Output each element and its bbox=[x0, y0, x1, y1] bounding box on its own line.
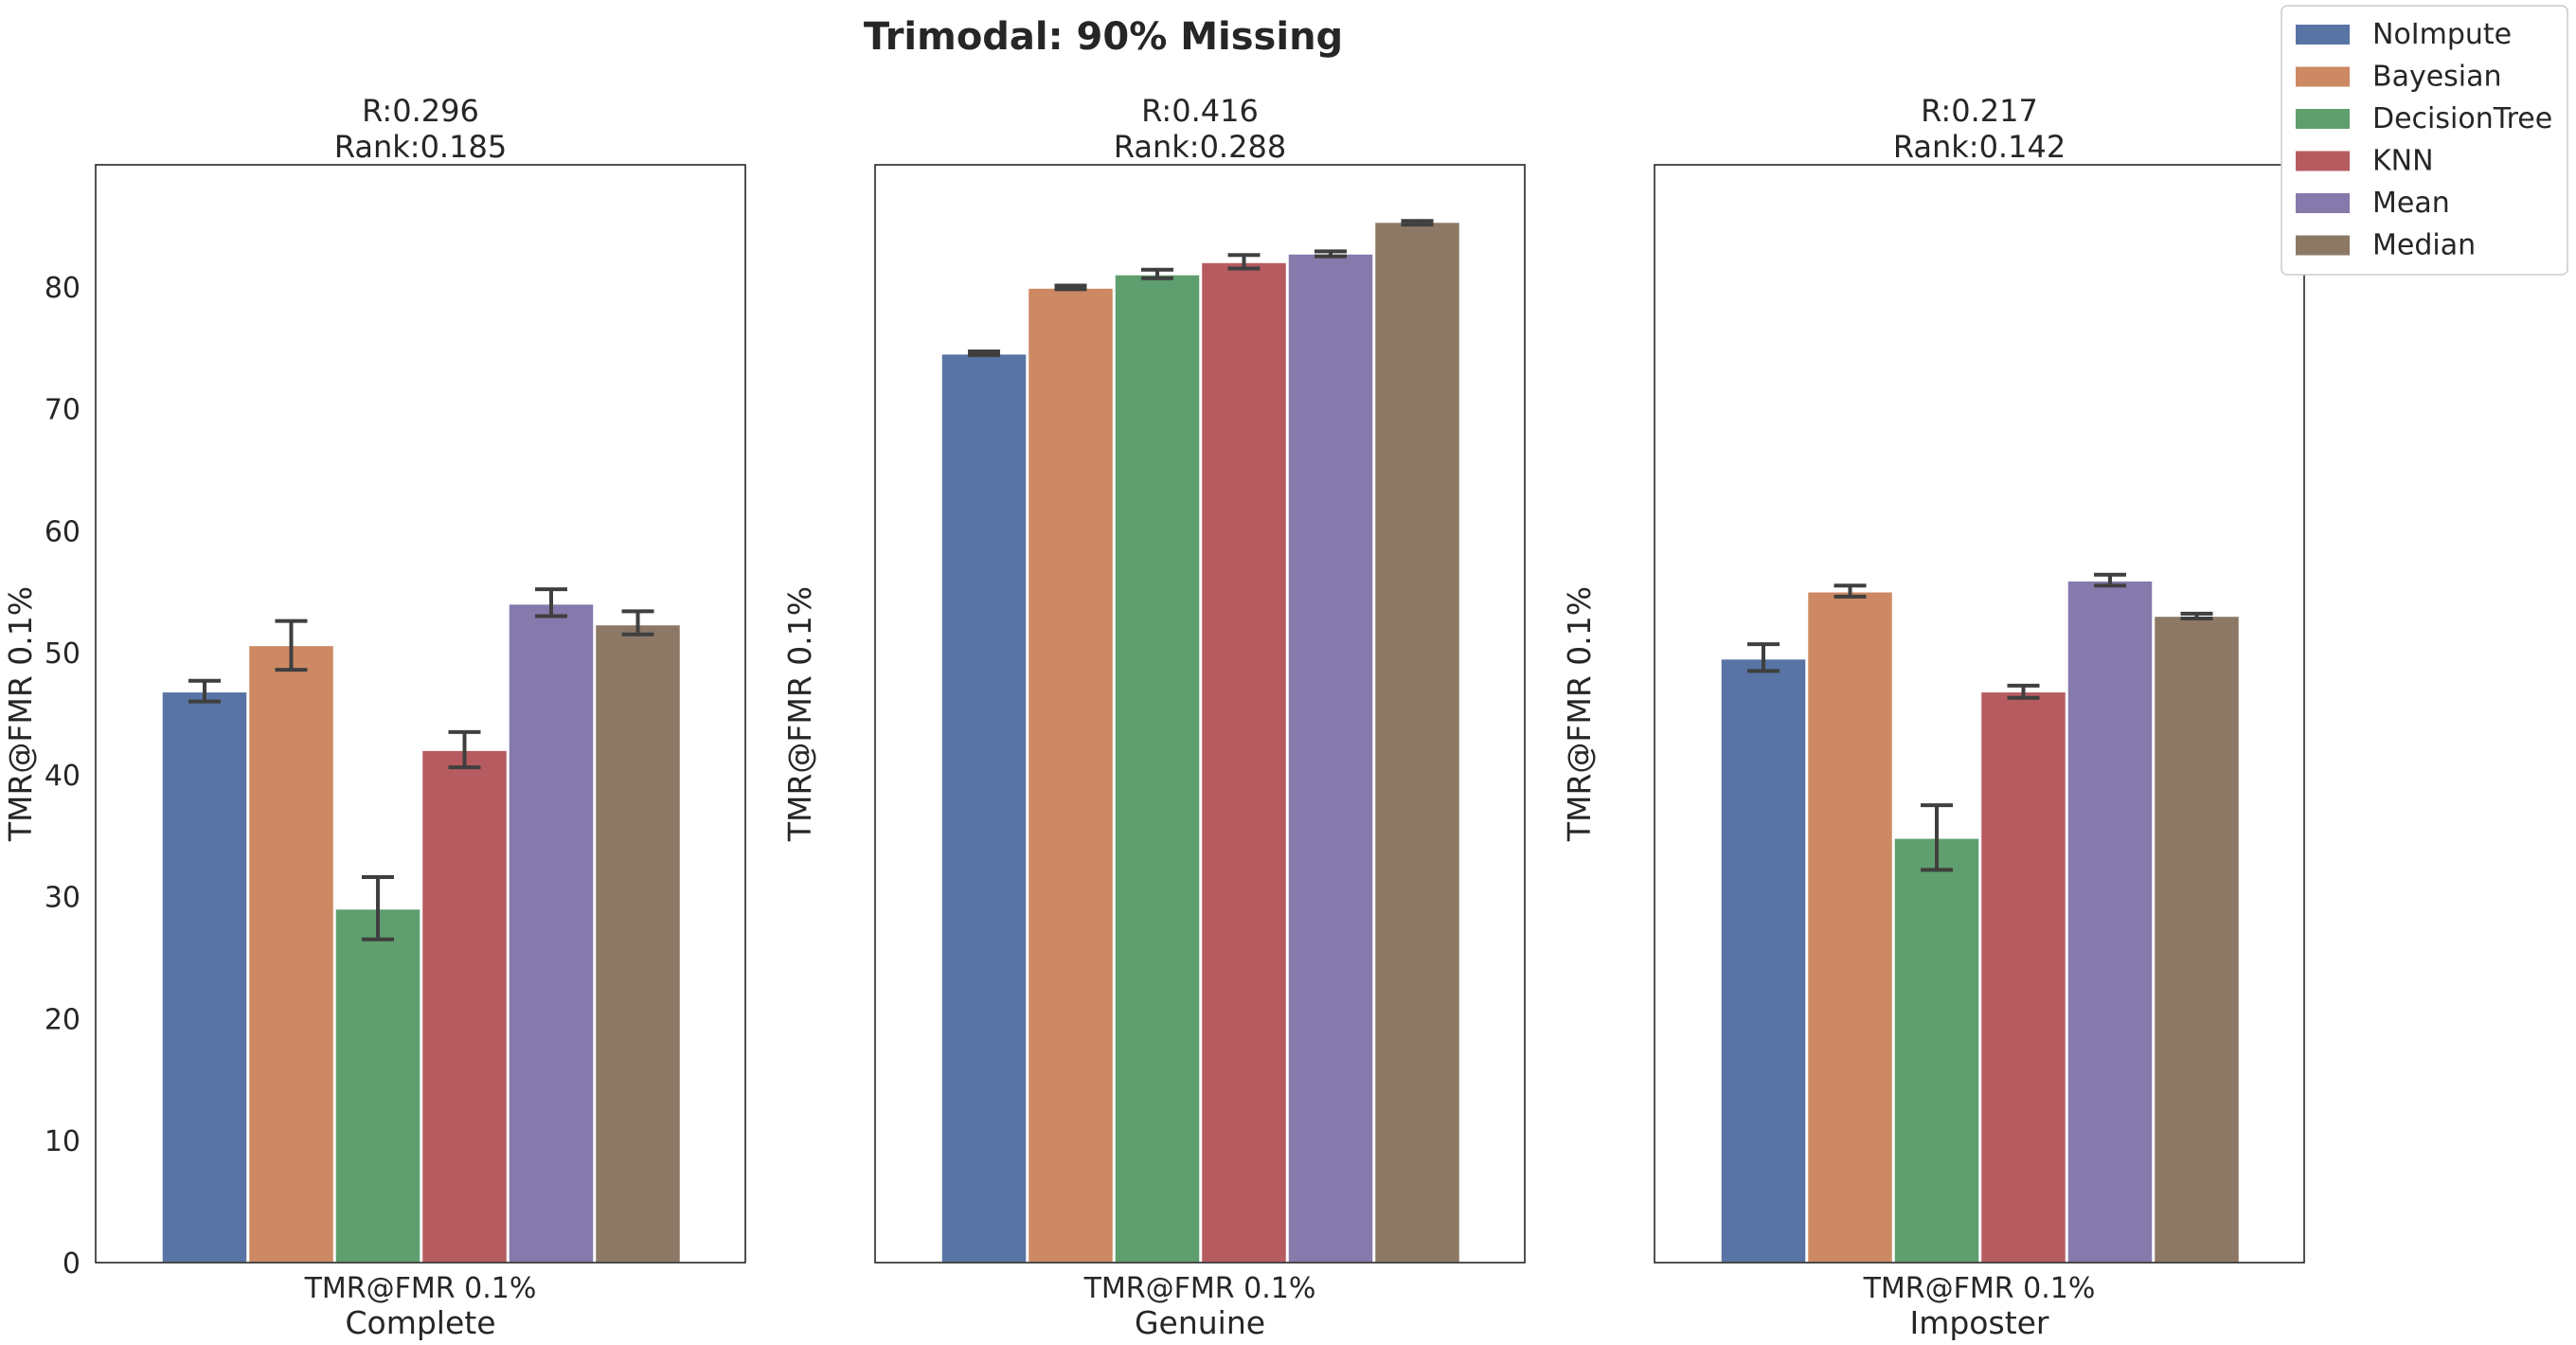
x-tick-label: TMR@FMR 0.1% bbox=[1863, 1272, 2096, 1305]
error-bar-median bbox=[621, 609, 654, 637]
panel-frame bbox=[874, 164, 1526, 1264]
bar-knn bbox=[1979, 690, 2067, 1264]
bar-decisiontree bbox=[334, 907, 421, 1264]
y-tick-label: 50 bbox=[45, 637, 80, 671]
bar-decisiontree bbox=[1114, 274, 1201, 1264]
legend-label-noimpute: NoImpute bbox=[2372, 18, 2512, 51]
legend-swatch-decisiontree bbox=[2296, 109, 2350, 129]
bar-bayesian bbox=[247, 644, 335, 1264]
error-bar-bayesian bbox=[1834, 583, 1867, 599]
x-axis-label: Complete bbox=[345, 1304, 495, 1341]
error-bar-mean bbox=[535, 587, 567, 619]
panel-rank-label: Rank:0.288 bbox=[1114, 129, 1286, 165]
legend-swatch-bayesian bbox=[2296, 66, 2350, 87]
error-bar-noimpute bbox=[1747, 642, 1780, 673]
bar-noimpute bbox=[940, 352, 1028, 1264]
bar-mean bbox=[1287, 253, 1374, 1264]
panel-r-label: R:0.217 bbox=[1921, 93, 2038, 129]
panel-frame bbox=[95, 164, 746, 1264]
bar-median bbox=[594, 623, 682, 1264]
legend-label-mean: Mean bbox=[2372, 187, 2450, 220]
error-bar-decisiontree bbox=[362, 875, 394, 942]
error-bar-knn bbox=[2007, 683, 2040, 700]
legend-frame bbox=[2281, 5, 2568, 276]
panel-r-label: R:0.416 bbox=[1141, 93, 1259, 129]
error-bar-mean bbox=[2094, 572, 2126, 588]
y-axis-label: TMR@FMR 0.1% bbox=[2, 586, 39, 842]
y-tick-label: 80 bbox=[45, 272, 80, 305]
legend-swatch-median bbox=[2296, 235, 2350, 256]
bar-bayesian bbox=[1027, 287, 1115, 1264]
bar-median bbox=[1373, 221, 1461, 1264]
chart-title: Trimodal: 90% Missing bbox=[864, 15, 1343, 59]
legend: NoImpute Bayesian DecisionTree KNN Mean Media… bbox=[2281, 5, 2568, 276]
y-tick-label: 0 bbox=[63, 1247, 80, 1281]
bar-bayesian bbox=[1806, 590, 1894, 1264]
error-bar-bayesian bbox=[275, 619, 308, 672]
bar-knn bbox=[1200, 261, 1288, 1264]
error-bar-decisiontree bbox=[1921, 803, 1953, 872]
error-bar-knn bbox=[448, 729, 481, 770]
y-tick-label: 70 bbox=[45, 394, 80, 427]
panel-r-label: R:0.296 bbox=[362, 93, 479, 129]
legend-swatch-mean bbox=[2296, 193, 2350, 213]
error-bar-decisiontree bbox=[1141, 267, 1173, 280]
legend-label-median: Median bbox=[2372, 229, 2476, 262]
x-axis-label: Genuine bbox=[1135, 1304, 1265, 1341]
y-tick-label: 10 bbox=[45, 1125, 80, 1158]
y-tick-label: 30 bbox=[45, 882, 80, 915]
bar-noimpute bbox=[161, 690, 248, 1264]
panel-rank-label: Rank:0.185 bbox=[334, 129, 507, 165]
y-axis-label: TMR@FMR 0.1% bbox=[781, 586, 818, 842]
bar-noimpute bbox=[1720, 657, 1807, 1264]
bar-mean bbox=[508, 602, 595, 1264]
error-bar-knn bbox=[1227, 253, 1261, 271]
legend-swatch-noimpute bbox=[2296, 25, 2350, 45]
bar-knn bbox=[420, 749, 509, 1264]
error-bar-mean bbox=[1315, 249, 1347, 259]
legend-swatch-knn bbox=[2296, 151, 2350, 171]
x-tick-label: TMR@FMR 0.1% bbox=[304, 1272, 537, 1305]
panel-rank-label: Rank:0.142 bbox=[1893, 129, 2066, 165]
error-bar-median bbox=[2180, 611, 2213, 621]
bar-mean bbox=[2066, 580, 2154, 1264]
panel-frame bbox=[1654, 164, 2305, 1264]
y-axis-label: TMR@FMR 0.1% bbox=[1561, 586, 1598, 842]
y-tick-label: 20 bbox=[45, 1003, 80, 1036]
error-bar-bayesian bbox=[1054, 283, 1087, 292]
bar-decisiontree bbox=[1893, 837, 1980, 1264]
error-bar-noimpute bbox=[968, 350, 1000, 357]
error-bar-noimpute bbox=[188, 678, 221, 704]
legend-label-decisiontree: DecisionTree bbox=[2372, 102, 2552, 135]
y-tick-label: 40 bbox=[45, 760, 80, 793]
x-axis-label: Imposter bbox=[1909, 1304, 2048, 1341]
legend-label-bayesian: Bayesian bbox=[2372, 61, 2502, 94]
bar-median bbox=[2153, 615, 2241, 1264]
x-tick-label: TMR@FMR 0.1% bbox=[1083, 1272, 1316, 1305]
error-bar-median bbox=[1401, 219, 1434, 227]
y-tick-label: 60 bbox=[45, 515, 80, 548]
legend-label-knn: KNN bbox=[2372, 145, 2434, 178]
